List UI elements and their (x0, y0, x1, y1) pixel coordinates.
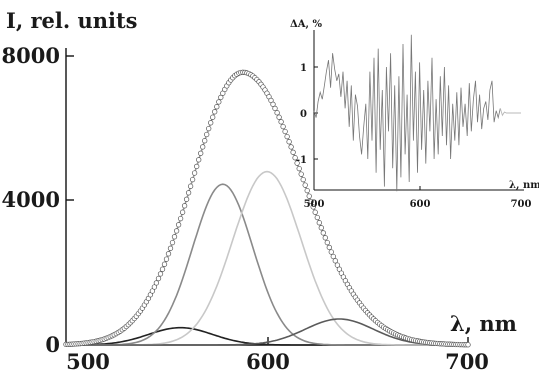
x-tick-label-500: 500 (66, 349, 110, 371)
experimental-point (312, 209, 318, 215)
experimental-point (330, 253, 336, 260)
experimental-point (304, 187, 310, 194)
experimental-point (216, 99, 222, 105)
experimental-point (282, 128, 288, 135)
experimental-point (179, 209, 186, 215)
experimental-point (214, 104, 220, 110)
experimental-point (270, 101, 276, 107)
experimental-point (328, 249, 334, 255)
experimental-point (159, 266, 166, 272)
experimental-point (310, 204, 316, 210)
experimental-point (320, 230, 326, 236)
experimental-point (218, 94, 224, 101)
experimental-point (308, 198, 314, 205)
inset-x-tick-label-500: 500 (304, 199, 325, 210)
y-tick-label-0: 0 (45, 332, 60, 357)
experimental-point (208, 120, 214, 126)
experimental-points-group (63, 69, 471, 348)
inset-residual-line (313, 34, 501, 192)
x-tick-label-600: 600 (246, 349, 290, 371)
experimental-point (183, 196, 190, 202)
experimental-point (274, 110, 280, 116)
experimental-point (324, 239, 330, 246)
experimental-point (167, 245, 174, 251)
experimental-point (161, 261, 168, 267)
experimental-point (163, 256, 170, 262)
experimental-point (294, 160, 300, 166)
inset-y-tick-label-minus1: -1 (296, 155, 307, 166)
x-tick-label-700: 700 (445, 349, 489, 371)
experimental-point (332, 258, 338, 264)
inset-x-tick-label-600: 600 (410, 199, 431, 210)
experimental-point (298, 171, 304, 177)
y-axis-label: I, rel. units (6, 8, 138, 33)
experimental-point (290, 149, 296, 155)
experimental-point (165, 251, 172, 257)
experimental-point (272, 105, 278, 112)
experimental-point (334, 262, 341, 268)
experimental-point (212, 109, 218, 115)
experimental-point (187, 183, 194, 189)
inset-x-tick-label-700: 700 (511, 199, 532, 210)
experimental-point (276, 114, 282, 120)
experimental-point (157, 271, 164, 277)
experimental-point (181, 203, 188, 209)
experimental-point (286, 139, 292, 145)
experimental-point (194, 163, 200, 170)
x-axis-label: λ, nm (450, 311, 517, 336)
experimental-point (316, 220, 322, 226)
experimental-point (175, 222, 182, 228)
inset-chart: ΔA, % λ, nm 1 0 -1 500 600 700 (290, 19, 539, 210)
experimental-point (306, 193, 312, 199)
experimental-point (169, 239, 176, 246)
experimental-point (278, 119, 284, 125)
experimental-point (292, 155, 298, 161)
inset-y-tick-label-0: 0 (300, 109, 307, 120)
gaussian-component-3 (66, 170, 468, 346)
experimental-point (300, 176, 306, 183)
experimental-point (288, 144, 294, 150)
experimental-point (314, 214, 320, 221)
experimental-point (206, 125, 212, 132)
y-tick-label-8000: 8000 (2, 43, 60, 68)
inset-y-axis-label: ΔA, % (290, 19, 322, 30)
experimental-point (189, 176, 196, 183)
experimental-point (177, 215, 184, 222)
gaussian-component-2 (66, 183, 468, 346)
experimental-point (198, 150, 204, 156)
experimental-point (465, 342, 471, 348)
experimental-point (200, 144, 206, 150)
inset-residual-tail (499, 108, 521, 117)
experimental-point (318, 225, 324, 231)
experimental-point (196, 157, 202, 163)
inset-y-tick-label-1: 1 (300, 63, 307, 74)
experimental-point (296, 165, 302, 172)
experimental-point (326, 244, 332, 251)
experimental-point (171, 234, 178, 240)
inset-x-axis-label: λ, nm (509, 180, 539, 191)
experimental-point (302, 182, 308, 188)
experimental-point (173, 228, 180, 234)
experimental-point (210, 114, 216, 120)
inset-series-group (313, 34, 521, 192)
y-tick-label-4000: 4000 (2, 187, 60, 212)
experimental-point (284, 133, 290, 140)
experimental-point (322, 235, 328, 241)
experimental-point (202, 138, 208, 144)
experimental-point (155, 275, 162, 282)
experimental-point (280, 123, 286, 130)
experimental-point (204, 131, 210, 138)
experimental-point (153, 280, 160, 286)
experimental-point (151, 284, 158, 290)
experimental-point (191, 170, 198, 176)
gaussian-component-4 (66, 318, 468, 346)
experimental-point (185, 190, 192, 196)
